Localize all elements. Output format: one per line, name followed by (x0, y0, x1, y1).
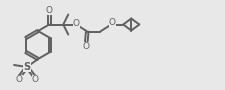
Text: O: O (32, 75, 38, 84)
Text: O: O (109, 18, 116, 27)
Text: O: O (46, 5, 53, 14)
Text: O: O (73, 19, 80, 28)
Text: O: O (16, 75, 22, 84)
Text: O: O (83, 41, 90, 50)
Text: S: S (23, 62, 31, 72)
